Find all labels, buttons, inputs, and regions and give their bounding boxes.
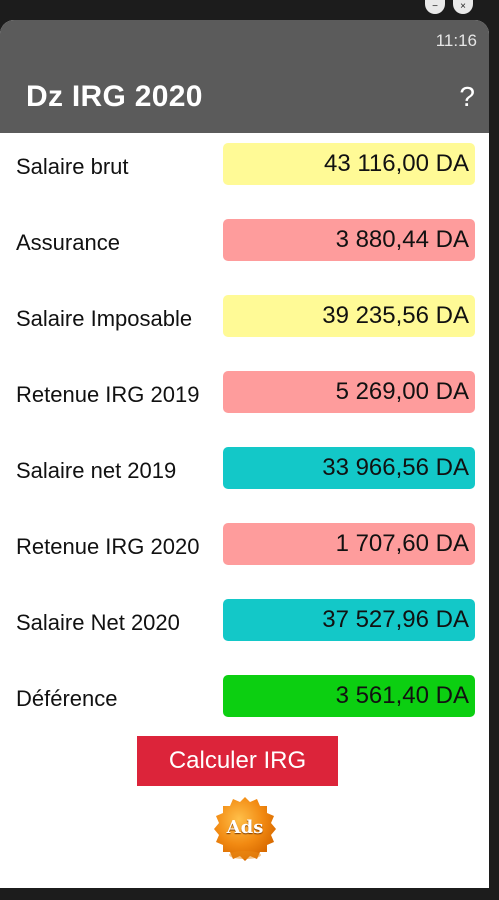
row-retenue-irg-2019: Retenue IRG 2019 5 269,00 DA bbox=[0, 371, 489, 447]
row-assurance: Assurance 3 880,44 DA bbox=[0, 219, 489, 295]
row-value: 5 269,00 DA bbox=[223, 371, 475, 413]
row-label: Salaire net 2019 bbox=[16, 458, 177, 483]
status-time: 11:16 bbox=[435, 31, 477, 50]
row-label: Déférence bbox=[16, 686, 118, 711]
row-value: 39 235,56 DA bbox=[223, 295, 475, 337]
row-salaire-net-2019: Salaire net 2019 33 966,56 DA bbox=[0, 447, 489, 523]
row-label: Salaire Net 2020 bbox=[16, 610, 180, 635]
row-value: 3 561,40 DA bbox=[223, 675, 475, 717]
row-salaire-imposable: Salaire Imposable 39 235,56 DA bbox=[0, 295, 489, 371]
ads-badge-icon bbox=[214, 797, 276, 861]
ads-label: Ads bbox=[226, 816, 264, 838]
row-label: Retenue IRG 2019 bbox=[16, 382, 200, 407]
help-icon[interactable]: ? bbox=[459, 80, 475, 112]
minimize-icon: − bbox=[432, 1, 438, 12]
row-salaire-net-2020: Salaire Net 2020 37 527,96 DA bbox=[0, 599, 489, 675]
salary-rows: Salaire brut 43 116,00 DA Assurance 3 88… bbox=[0, 133, 489, 751]
row-deference: Déférence 3 561,40 DA bbox=[0, 675, 489, 751]
row-label: Salaire Imposable bbox=[16, 306, 193, 331]
row-label: Assurance bbox=[16, 230, 120, 255]
row-value: 37 527,96 DA bbox=[223, 599, 475, 641]
row-value[interactable]: 43 116,00 DA bbox=[223, 143, 475, 185]
calculate-irg-button[interactable]: Calculer IRG bbox=[137, 736, 338, 786]
status-bar: 11:16 bbox=[0, 20, 489, 60]
row-value: 1 707,60 DA bbox=[223, 523, 475, 565]
row-retenue-irg-2020: Retenue IRG 2020 1 707,60 DA bbox=[0, 523, 489, 599]
calculate-wrap: Calculer IRG bbox=[137, 736, 338, 786]
row-value: 3 880,44 DA bbox=[223, 219, 475, 261]
app-bar: Dz IRG 2020 ? bbox=[0, 60, 489, 133]
row-label: Salaire brut bbox=[16, 154, 129, 179]
ads-badge[interactable]: Ads bbox=[210, 795, 280, 865]
app-title: Dz IRG 2020 bbox=[26, 79, 203, 113]
row-value: 33 966,56 DA bbox=[223, 447, 475, 489]
minimize-button[interactable]: − bbox=[425, 0, 445, 14]
phone-screen: 11:16 Dz IRG 2020 ? Salaire brut 43 116,… bbox=[0, 20, 489, 888]
row-salaire-brut: Salaire brut 43 116,00 DA bbox=[0, 143, 489, 219]
close-icon: × bbox=[460, 1, 466, 12]
row-label: Retenue IRG 2020 bbox=[16, 534, 200, 559]
close-button[interactable]: × bbox=[453, 0, 473, 14]
window-controls: − × bbox=[425, 0, 473, 14]
